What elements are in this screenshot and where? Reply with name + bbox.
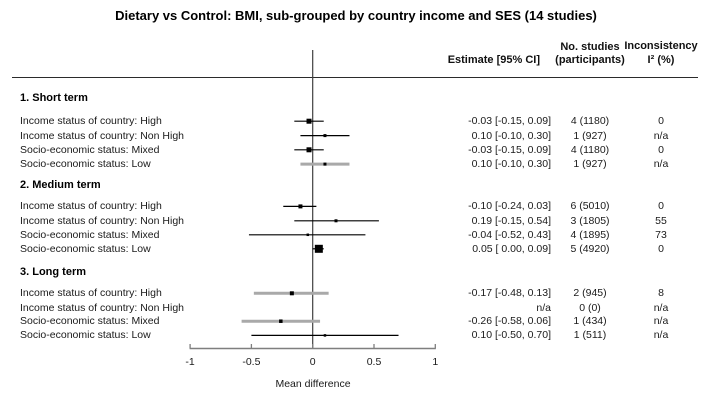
studies-value: 4 (1180) (570, 143, 610, 156)
inconsistency-value: n/a (653, 301, 669, 314)
x-axis-tick-label: 1 (432, 355, 439, 368)
estimate-value: 0.10 [-0.10, 0.30] (471, 158, 551, 171)
estimate-value: -0.03 [-0.15, 0.09] (468, 143, 551, 156)
group-header: 1. Short term (20, 92, 88, 104)
point-estimate-marker (323, 334, 327, 337)
estimate-value: -0.26 [-0.58, 0.06] (468, 315, 551, 328)
point-estimate-marker (334, 219, 338, 223)
inconsistency-value: n/a (653, 129, 669, 142)
estimate-value: 0.19 [-0.15, 0.54] (471, 214, 551, 227)
point-estimate-marker (289, 291, 294, 296)
point-estimate-marker (306, 233, 310, 237)
studies-value: 1 (511) (573, 329, 607, 342)
column-header-studies-line2: (participants) (555, 54, 625, 66)
header-divider (12, 77, 698, 79)
point-estimate-marker (298, 204, 303, 209)
x-axis-tick-label: -1 (185, 355, 195, 368)
inconsistency-value: n/a (653, 158, 669, 171)
estimate-value: 0.10 [-0.10, 0.30] (471, 129, 551, 142)
estimate-value: 0.05 [ 0.00, 0.09] (472, 242, 551, 255)
inconsistency-value: 0 (658, 143, 664, 156)
row-label: Socio-economic status: Mixed (20, 315, 160, 328)
studies-value: 1 (927) (573, 158, 607, 171)
studies-value: 4 (1895) (570, 228, 610, 241)
studies-value: 4 (1180) (570, 115, 610, 128)
group-header: 3. Long term (20, 266, 87, 279)
studies-value: 3 (1805) (570, 214, 610, 227)
x-axis-tick-label: -0.5 (242, 355, 261, 368)
inconsistency-value: 0 (658, 115, 664, 128)
inconsistency-value: 8 (658, 287, 664, 300)
chart-title: Dietary vs Control: BMI, sub-grouped by … (115, 8, 597, 23)
inconsistency-value: n/a (653, 315, 669, 328)
inconsistency-value: 0 (658, 242, 664, 255)
column-header-inconsistency-line2: I² (%) (647, 54, 675, 66)
inconsistency-value: 55 (655, 214, 667, 227)
studies-value: 0 (0) (579, 301, 601, 314)
row-label: Income status of country: Non High (20, 214, 184, 227)
estimate-value: -0.17 [-0.48, 0.13] (468, 287, 551, 300)
row-label: Income status of country: High (20, 200, 162, 213)
studies-value: 2 (945) (573, 287, 607, 300)
point-estimate-marker (323, 162, 327, 166)
estimate-value: -0.04 [-0.52, 0.43] (468, 228, 551, 241)
inconsistency-value: 73 (655, 228, 667, 241)
point-estimate-marker (279, 319, 283, 323)
x-axis-label: Mean difference (275, 378, 351, 390)
column-header-inconsistency-line1: Inconsistency (624, 40, 698, 52)
studies-value: 5 (4920) (570, 242, 610, 255)
group-header: 2. Medium term (20, 178, 101, 191)
estimate-value: -0.03 [-0.15, 0.09] (468, 115, 551, 128)
estimate-value: n/a (536, 301, 551, 314)
studies-value: 1 (927) (573, 129, 607, 142)
x-axis-tick-label: 0.5 (366, 355, 382, 368)
studies-value: 1 (434) (573, 315, 607, 328)
row-label: Income status of country: Non High (20, 301, 184, 314)
row-label: Socio-economic status: Low (20, 158, 151, 171)
row-label: Income status of country: Non High (20, 129, 184, 142)
estimate-value: -0.10 [-0.24, 0.03] (468, 200, 551, 213)
point-estimate-marker (314, 244, 323, 253)
row-label: Socio-economic status: Low (20, 329, 151, 342)
point-estimate-marker (306, 147, 312, 153)
column-header-estimate: Estimate [95% CI] (447, 54, 540, 66)
x-axis-tick-label: 0 (309, 355, 316, 368)
row-label: Socio-economic status: Low (20, 242, 151, 255)
row-label: Income status of country: High (20, 287, 162, 300)
row-label: Income status of country: High (20, 115, 162, 128)
point-estimate-marker (306, 118, 312, 124)
row-label: Socio-economic status: Mixed (20, 143, 160, 156)
studies-value: 6 (5010) (570, 200, 610, 213)
row-label: Socio-economic status: Mixed (20, 228, 160, 241)
column-header-studies-line1: No. studies (560, 41, 620, 53)
estimate-value: 0.10 [-0.50, 0.70] (471, 329, 551, 342)
point-estimate-marker (323, 134, 327, 138)
inconsistency-value: n/a (653, 329, 669, 342)
inconsistency-value: 0 (658, 200, 664, 213)
